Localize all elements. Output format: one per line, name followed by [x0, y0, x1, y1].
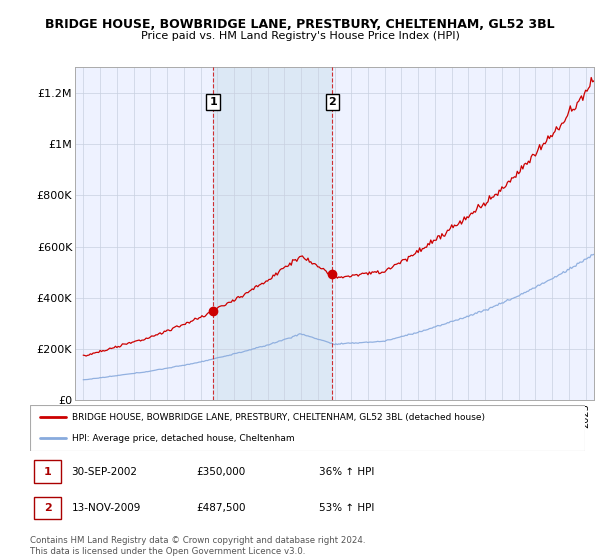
- Text: 30-SEP-2002: 30-SEP-2002: [71, 466, 137, 477]
- Text: 13-NOV-2009: 13-NOV-2009: [71, 503, 141, 513]
- Bar: [34, 460, 61, 483]
- Text: Price paid vs. HM Land Registry's House Price Index (HPI): Price paid vs. HM Land Registry's House …: [140, 31, 460, 41]
- Text: 53% ↑ HPI: 53% ↑ HPI: [319, 503, 374, 513]
- Text: 36% ↑ HPI: 36% ↑ HPI: [319, 466, 374, 477]
- Bar: [34, 497, 61, 519]
- Text: £487,500: £487,500: [197, 503, 246, 513]
- Text: BRIDGE HOUSE, BOWBRIDGE LANE, PRESTBURY, CHELTENHAM, GL52 3BL: BRIDGE HOUSE, BOWBRIDGE LANE, PRESTBURY,…: [45, 18, 555, 31]
- Text: HPI: Average price, detached house, Cheltenham: HPI: Average price, detached house, Chel…: [71, 434, 294, 443]
- Text: BRIDGE HOUSE, BOWBRIDGE LANE, PRESTBURY, CHELTENHAM, GL52 3BL (detached house): BRIDGE HOUSE, BOWBRIDGE LANE, PRESTBURY,…: [71, 413, 485, 422]
- Text: 2: 2: [329, 97, 336, 107]
- Text: 1: 1: [44, 466, 52, 477]
- Text: 1: 1: [209, 97, 217, 107]
- Bar: [213, 67, 332, 400]
- Text: £350,000: £350,000: [197, 466, 246, 477]
- Text: Contains HM Land Registry data © Crown copyright and database right 2024.
This d: Contains HM Land Registry data © Crown c…: [30, 536, 365, 556]
- Text: 2: 2: [44, 503, 52, 513]
